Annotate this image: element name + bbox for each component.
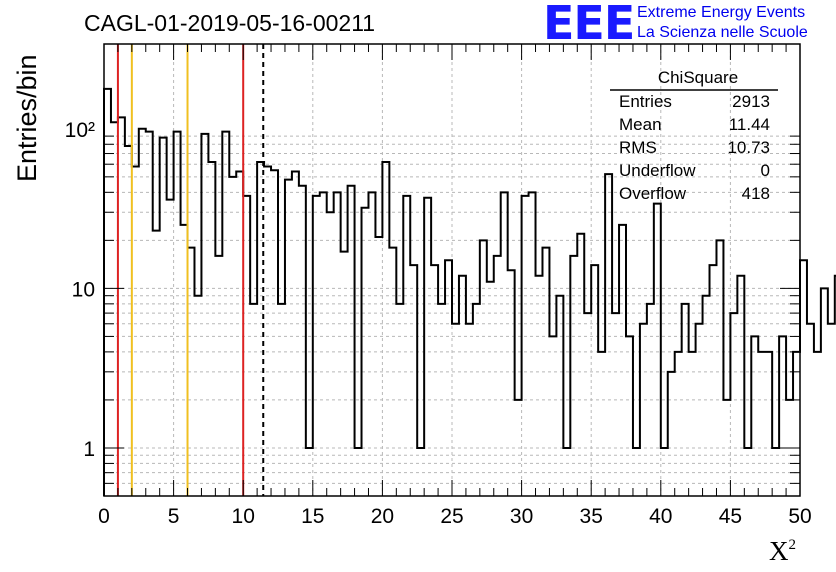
logo-line-2: La Scienza nelle Scuole: [637, 24, 808, 41]
stats-entries-label: Entries: [619, 92, 672, 111]
x-tick-label: 15: [301, 505, 324, 528]
x-tick-label: 50: [788, 505, 811, 528]
stats-overflow-value: 418: [741, 184, 770, 203]
logo-line-1: Extreme Energy Events: [637, 4, 806, 21]
x-axis-label: X2: [769, 536, 796, 566]
stats-underflow-label: Underflow: [619, 161, 696, 180]
histogram-step-line: [103, 87, 836, 496]
eee-logo: EEE: [543, 0, 635, 50]
x-tick-label: 40: [649, 505, 672, 528]
x-tick-label: 0: [98, 505, 110, 528]
stats-underflow-value: 0: [760, 161, 770, 180]
stats-rms-value: 10.73: [727, 138, 770, 157]
x-tick-label: 25: [440, 505, 463, 528]
stats-overflow-label: Overflow: [619, 184, 687, 203]
stats-title: ChiSquare: [657, 68, 739, 87]
stats-entries-value: 2913: [732, 92, 770, 111]
y-axis-label: Entries/bin: [12, 54, 42, 182]
x-tick-label: 20: [371, 505, 394, 528]
x-tick-label: 10: [232, 505, 255, 528]
x-tick-label: 30: [510, 505, 533, 528]
x-tick-label: 35: [580, 505, 603, 528]
stats-mean-label: Mean: [619, 115, 662, 134]
x-tick-label: 5: [168, 505, 180, 528]
y-tick-label: 10²: [65, 119, 95, 142]
y-tick-label: 1: [83, 438, 95, 461]
chart-title: CAGL-01-2019-05-16-00211: [84, 10, 376, 36]
stats-rms-label: RMS: [619, 138, 657, 157]
y-tick-label: 10: [72, 278, 95, 301]
stats-mean-value: 11.44: [728, 115, 770, 134]
x-tick-label: 45: [719, 505, 742, 528]
